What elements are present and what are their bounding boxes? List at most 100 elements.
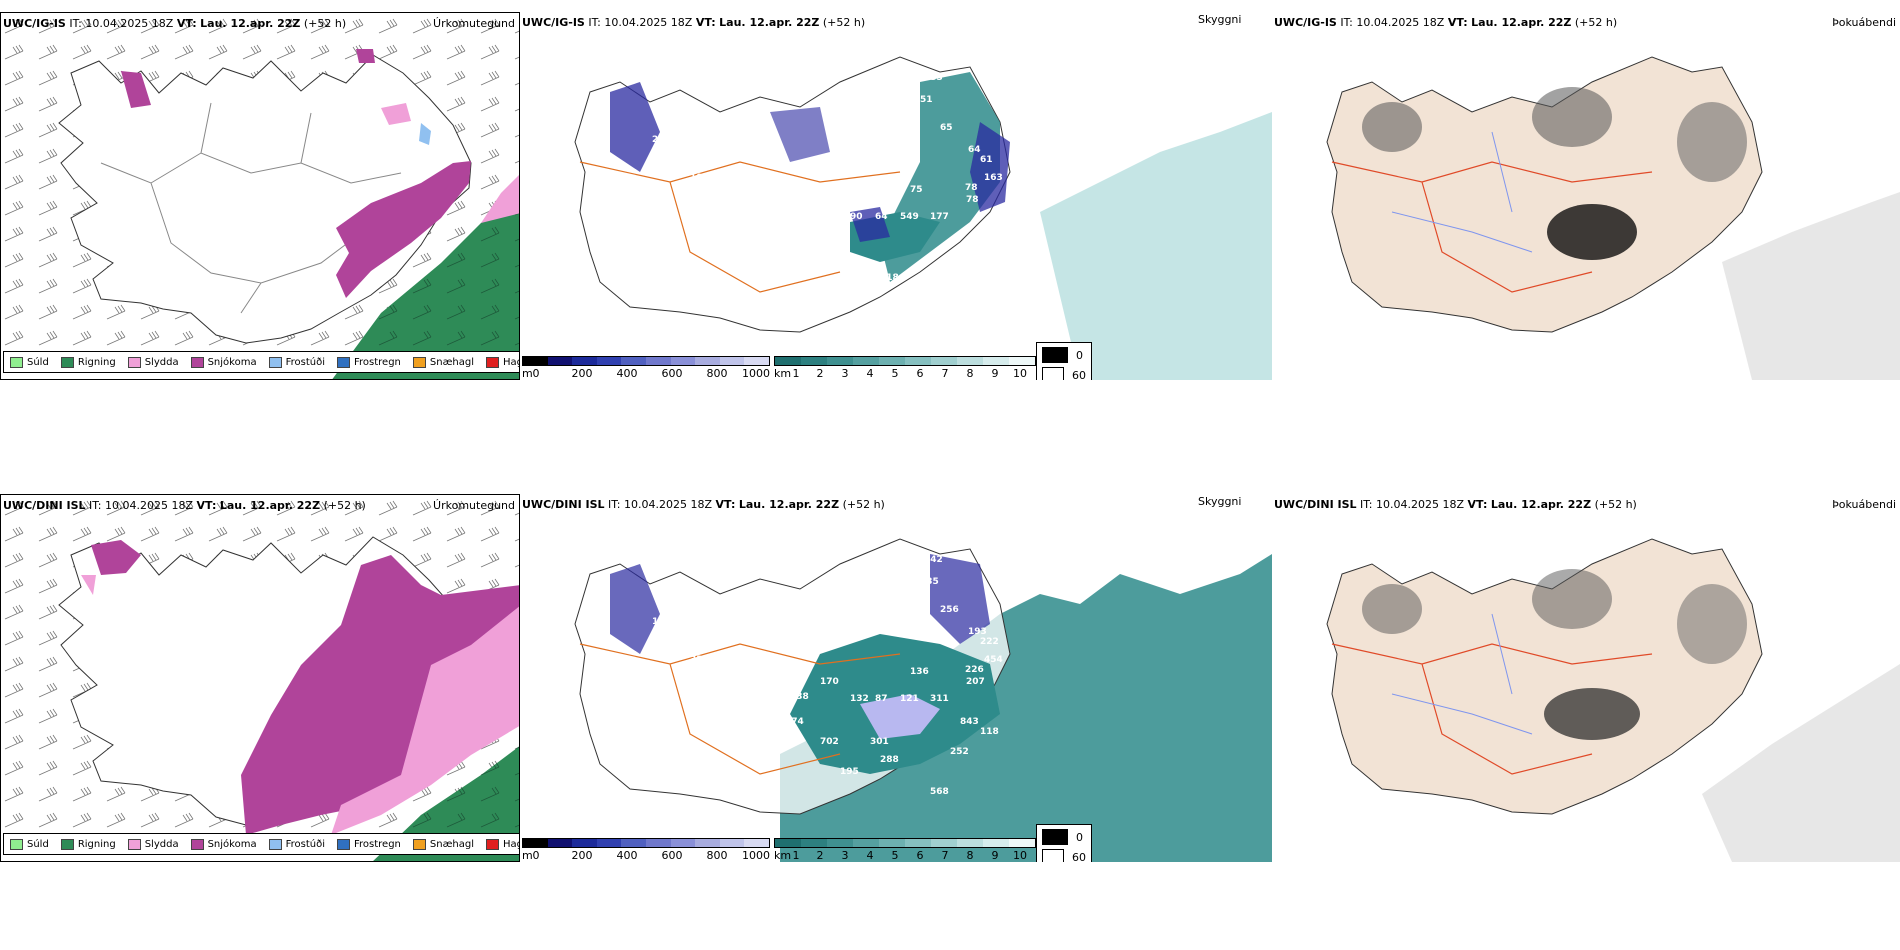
scale-swatch <box>596 839 622 847</box>
panel-header: UWC/DINI ISL IT: 10.04.2025 18Z VT: Lau.… <box>3 499 366 512</box>
panel-header: UWC/IG-IS IT: 10.04.2025 18Z VT: Lau. 12… <box>522 16 866 29</box>
vt-label: VT: <box>176 17 197 30</box>
legend-item: Rigning <box>60 838 116 850</box>
scale-swatch <box>572 357 597 365</box>
ceiling-label: 256 <box>940 605 959 615</box>
ceiling-label: 163 <box>984 173 1003 183</box>
ceiling-label: 311 <box>930 694 949 704</box>
ceiling-label: 90 <box>850 212 863 222</box>
ceiling-label: 91 <box>670 135 683 145</box>
ceiling-label: 222 <box>980 637 999 647</box>
precip-legend: Súld Rigning Slydda Snjókoma Frostúði Fr… <box>3 351 519 373</box>
ceiling-label: 702 <box>820 737 839 747</box>
ceiling-label: 193 <box>900 100 919 110</box>
scale-swatch <box>905 839 931 847</box>
scale-swatch <box>670 839 696 847</box>
ceiling-label: 132 <box>850 694 869 704</box>
model-name: UWC/IG-IS <box>1274 16 1337 29</box>
visibility-scale: km 1 2 3 4 5 6 7 8 9 10 <box>774 356 1036 380</box>
panel-header: UWC/DINI ISL IT: 10.04.2025 18Z VT: Lau.… <box>1274 498 1637 511</box>
ceiling-label: 157 <box>900 582 919 592</box>
ceiling-label: 10 <box>650 155 663 165</box>
ceiling-label: 78 <box>966 195 979 205</box>
panel-header: UWC/IG-IS IT: 10.04.2025 18Z VT: Lau. 12… <box>1274 16 1618 29</box>
panel-title: Þokuábendi <box>1832 498 1896 511</box>
panel-title: Skyggni <box>1198 13 1242 26</box>
scale-swatch <box>596 357 622 365</box>
scale-swatch <box>879 357 905 365</box>
scale-swatch <box>547 357 573 365</box>
scale-swatch <box>957 357 983 365</box>
scale-swatch <box>670 357 696 365</box>
ceiling-scale: m 0 200 400 600 800 1000 <box>522 356 770 380</box>
panel-header: UWC/DINI ISL IT: 10.04.2025 18Z VT: Lau.… <box>522 498 885 511</box>
scale-swatch <box>645 839 671 847</box>
scale-swatch <box>983 357 1009 365</box>
ceiling-label: 224 <box>650 637 669 647</box>
scale-swatch <box>523 839 548 847</box>
scale-swatch <box>744 839 769 847</box>
ceiling-label: 51 <box>920 95 933 105</box>
scale-swatch <box>775 839 801 847</box>
ceiling-label: 138 <box>790 692 809 702</box>
scale-swatch <box>931 357 957 365</box>
scale-swatch <box>1009 839 1035 847</box>
legend-item: Snæhagl <box>412 356 474 368</box>
model-name: UWC/DINI ISL <box>522 498 605 511</box>
legend-item: Frostúði <box>268 356 325 368</box>
precip-map-svg-top <box>1 13 519 379</box>
ceiling-label: 120 <box>790 210 809 220</box>
ceiling-label: 170 <box>820 677 839 687</box>
ceiling-label: 75 <box>910 185 923 195</box>
ceiling-label: 61 <box>678 97 691 107</box>
legend-item: Súld <box>10 838 49 850</box>
ceiling-label: 90 <box>678 579 691 589</box>
legend-item: Snjókoma <box>190 838 257 850</box>
ceiling-label: 843 <box>960 717 979 727</box>
ceiling-label: 301 <box>870 737 889 747</box>
ceiling-label: 133 <box>924 73 943 83</box>
scale-swatch <box>801 839 827 847</box>
panel-title: Þokuábendi <box>1832 16 1896 29</box>
ceiling-label: 103 <box>690 173 709 183</box>
ceiling-label: 40 <box>638 67 651 77</box>
precip-type-map-top: UWC/IG-IS IT: 10.04.2025 18Z VT: Lau. 12… <box>0 12 520 380</box>
ceiling-label: 454 <box>984 655 1003 665</box>
ceiling-label: 568 <box>930 787 949 797</box>
legend-item: Frostregn <box>337 356 401 368</box>
scale-swatch <box>719 357 745 365</box>
model-name: UWC/DINI ISL <box>3 499 86 512</box>
ceiling-label: 195 <box>840 767 859 777</box>
scale-swatch <box>827 357 853 365</box>
ceiling-label: 12 <box>652 617 665 627</box>
fog-legend: 0 60 <box>1036 342 1092 380</box>
model-name: UWC/IG-IS <box>3 17 66 30</box>
ceiling-label: 39 <box>690 597 703 607</box>
scale-swatch <box>775 357 801 365</box>
legend-item: Haglél <box>486 838 519 850</box>
scale-swatch <box>695 357 720 365</box>
visibility-map-bottom: 100 65 90 39 12 78 224 338 157 135 256 193 222 454 226… <box>520 494 1272 862</box>
ceiling-label: 338 <box>690 655 709 665</box>
fog-map-svg-top <box>1326 56 1900 380</box>
ceiling-label: 65 <box>940 123 953 133</box>
precip-map-svg-bottom <box>1 495 519 861</box>
scale-swatch <box>801 357 827 365</box>
ceiling-label: 118 <box>880 273 899 283</box>
scale-swatch <box>853 357 879 365</box>
ceiling-label: 23 <box>652 135 665 145</box>
scale-swatch <box>931 839 957 847</box>
fog-map-bottom: UWC/DINI ISL IT: 10.04.2025 18Z VT: Lau.… <box>1272 494 1900 862</box>
ceiling-label: 286 <box>820 577 839 587</box>
scale-swatch <box>695 839 720 847</box>
scale-swatch <box>523 357 548 365</box>
lead-time: (+52 h) <box>303 17 347 30</box>
fog-map-svg-bottom <box>1326 538 1900 862</box>
panel-header: UWC/IG-IS IT: 10.04.2025 18Z VT: Lau. 12… <box>3 17 346 30</box>
ceiling-label: 100 <box>638 549 657 559</box>
scale-swatch <box>621 357 646 365</box>
legend-item: Rigning <box>60 356 116 368</box>
legend-item: Frostúði <box>268 838 325 850</box>
ceiling-label: 78 <box>670 617 683 627</box>
